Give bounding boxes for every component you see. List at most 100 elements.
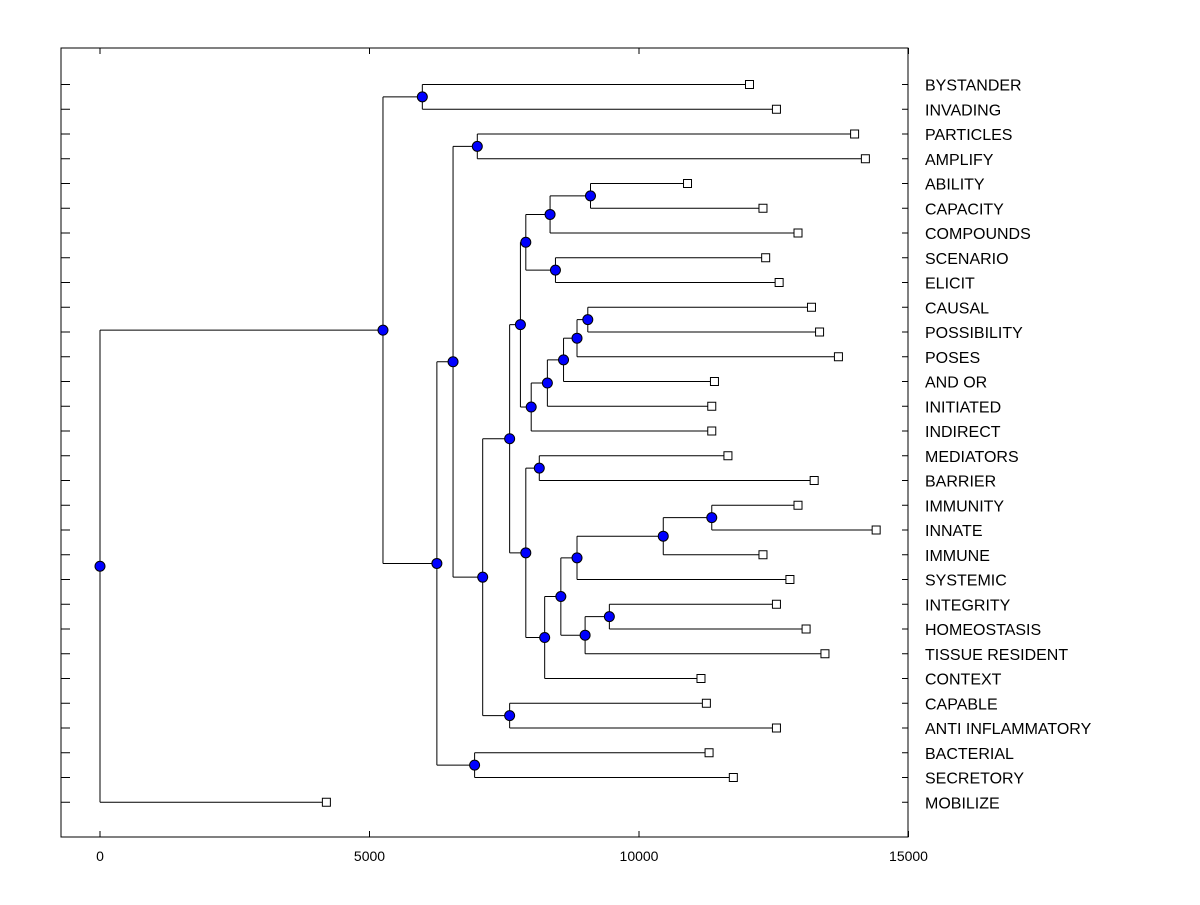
merge-node-marker	[558, 354, 570, 366]
leaf-marker	[801, 624, 811, 634]
merge-node-marker	[582, 314, 594, 326]
plot-border	[60, 47, 909, 838]
leaf-label: SYSTEMIC	[925, 573, 1007, 590]
leaf-marker	[758, 203, 768, 213]
merge-node-marker	[416, 91, 428, 103]
leaf-label: INDIRECT	[925, 424, 1001, 441]
leaf-label: ELICIT	[925, 276, 975, 293]
leaf-label: AND OR	[925, 375, 987, 392]
leaf-marker	[761, 253, 771, 263]
leaf-marker	[806, 302, 816, 312]
leaf-marker	[850, 129, 860, 139]
merge-node-marker	[549, 264, 561, 276]
leaf-label: IMMUNITY	[925, 498, 1004, 515]
leaf-marker	[696, 674, 706, 683]
merge-node-marker	[504, 433, 516, 445]
merge-node-marker	[94, 560, 106, 572]
merge-node-marker	[377, 324, 389, 336]
leaf-marker	[820, 649, 830, 659]
leaf-label: INITIATED	[925, 399, 1001, 416]
leaf-label: PARTICLES	[925, 127, 1012, 144]
leaf-label: POSES	[925, 350, 980, 367]
leaf-label: ABILITY	[925, 177, 985, 194]
leaf-labels: BYSTANDER INVADING PARTICLES AMPLIFY ABILITY…	[925, 78, 1092, 813]
merge-node-marker	[657, 530, 669, 542]
plot-frame	[60, 47, 909, 838]
merge-node-marker	[571, 332, 583, 344]
merge-node-marker	[584, 190, 596, 202]
leaf-marker	[771, 599, 781, 609]
leaf-marker	[707, 401, 717, 411]
leaf-label: BACTERIAL	[925, 746, 1014, 763]
merge-node-marker	[469, 759, 481, 771]
leaf-label: MOBILIZE	[925, 795, 1000, 812]
leaf-marker	[321, 797, 331, 807]
leaf-marker	[815, 327, 825, 337]
merge-node-marker	[533, 462, 545, 474]
leaf-marker	[793, 228, 803, 238]
dendrogram-branches	[99, 84, 877, 803]
merge-node-marker	[477, 571, 489, 583]
merge-node-marker	[555, 591, 567, 603]
leaf-label: CAPABLE	[925, 696, 998, 713]
merge-node-marker	[520, 236, 532, 248]
merge-node-marker	[539, 632, 551, 644]
leaf-marker	[860, 154, 870, 164]
leaf-label: ANTI INFLAMMATORY	[925, 721, 1092, 738]
merge-node-marker	[447, 356, 459, 368]
axis-ticks: 0 5000 10000 15000	[61, 48, 928, 864]
leaf-marker	[771, 104, 781, 114]
merge-node-marker	[571, 552, 583, 564]
merge-node-marker	[579, 629, 591, 641]
leaf-markers	[321, 80, 881, 807]
leaf-marker	[809, 476, 819, 485]
x-tick-label: 0	[96, 848, 104, 864]
merge-node-marker	[544, 208, 556, 220]
merge-node-marker	[504, 710, 516, 722]
leaf-label: INVADING	[925, 102, 1001, 119]
merge-node-marker	[525, 401, 537, 413]
leaf-marker	[709, 377, 719, 386]
leaf-marker	[723, 451, 733, 461]
leaf-marker	[871, 525, 881, 535]
merge-nodes	[94, 91, 718, 771]
merge-node-marker	[514, 319, 526, 331]
x-tick-label: 10000	[620, 848, 659, 864]
merge-node-marker	[541, 377, 553, 389]
leaf-label: POSSIBILITY	[925, 325, 1023, 342]
leaf-label: INNATE	[925, 523, 982, 540]
leaf-label: IMMUNE	[925, 548, 990, 565]
leaf-marker	[744, 80, 754, 89]
leaf-marker	[774, 278, 784, 287]
x-tick-label: 5000	[354, 848, 385, 864]
merge-node-marker	[431, 557, 443, 569]
merge-node-marker	[471, 140, 483, 152]
leaf-label: TISSUE RESIDENT	[925, 647, 1068, 664]
merge-node-marker	[603, 611, 615, 623]
leaf-label: CAPACITY	[925, 201, 1004, 218]
leaf-marker	[771, 723, 781, 733]
leaf-marker	[701, 698, 711, 708]
merge-node-marker	[520, 547, 532, 559]
leaf-label: INTEGRITY	[925, 597, 1011, 614]
leaf-marker	[707, 426, 717, 436]
leaf-marker	[683, 179, 693, 188]
leaf-label: BYSTANDER	[925, 78, 1022, 95]
leaf-label: HOMEOSTASIS	[925, 622, 1041, 639]
leaf-marker	[704, 748, 714, 758]
leaf-label: MEDIATORS	[925, 449, 1019, 466]
merge-node-marker	[706, 512, 718, 524]
x-tick-label: 15000	[889, 848, 928, 864]
leaf-marker	[833, 352, 843, 362]
leaf-label: AMPLIFY	[925, 152, 994, 169]
leaf-marker	[785, 575, 795, 584]
leaf-marker	[728, 773, 738, 782]
leaf-label: CAUSAL	[925, 300, 989, 317]
leaf-label: BARRIER	[925, 474, 996, 491]
leaf-label: SCENARIO	[925, 251, 1009, 268]
leaf-label: COMPOUNDS	[925, 226, 1031, 243]
leaf-label: CONTEXT	[925, 672, 1002, 689]
leaf-marker	[793, 500, 803, 510]
